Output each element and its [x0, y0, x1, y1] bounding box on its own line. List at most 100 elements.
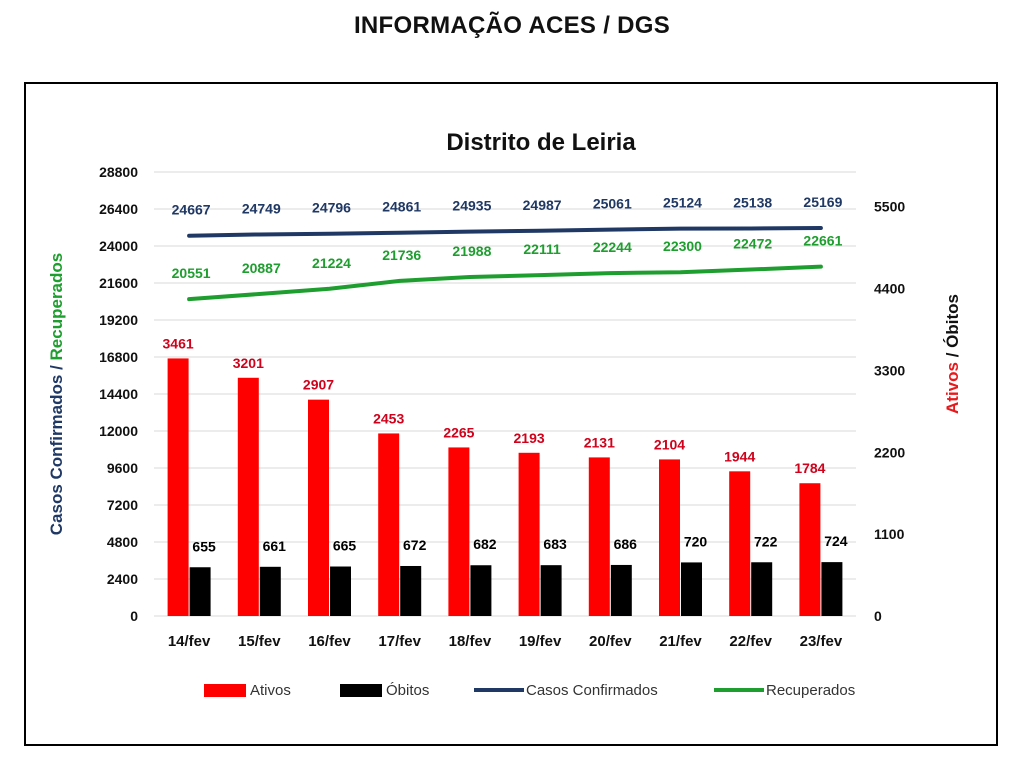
legend-label: Óbitos [386, 682, 429, 699]
left-tick-label: 12000 [99, 423, 138, 439]
page-title: INFORMAÇÃO ACES / DGS [353, 12, 671, 39]
label-recuperados: 21736 [382, 247, 421, 263]
label-ativos: 3201 [233, 355, 264, 371]
x-tick-label: 20/fev [589, 633, 632, 650]
left-axis-title-part: / [47, 360, 66, 374]
left-tick-label: 9600 [107, 460, 138, 476]
left-tick-label: 26400 [99, 201, 138, 217]
bar-ativos [729, 471, 751, 616]
bar-ativos [588, 457, 610, 616]
left-tick-label: 2400 [107, 571, 138, 587]
left-tick-label: 14400 [99, 386, 138, 402]
label-ativos: 2104 [654, 436, 685, 452]
line-recuperados [187, 264, 823, 302]
label-recuperados: 21988 [452, 243, 491, 259]
bar-obitos [400, 565, 422, 616]
bar-obitos [540, 565, 562, 616]
label-obitos: 665 [333, 538, 357, 554]
left-axis-title-part: Casos Confirmados [47, 375, 66, 536]
bar-obitos [259, 566, 281, 616]
left-tick-label: 4800 [107, 534, 138, 550]
label-confirmados: 24935 [452, 198, 491, 214]
bar-obitos [681, 562, 702, 616]
right-tick-label: 2200 [874, 444, 905, 460]
label-recuperados: 22111 [523, 241, 561, 257]
label-ativos: 3461 [163, 335, 194, 351]
label-recuperados: 22244 [593, 239, 632, 255]
left-tick-label: 0 [130, 608, 138, 624]
legend: Ativos Óbitos Casos Confirmados Recuperados [204, 682, 855, 699]
bar-obitos [751, 562, 773, 616]
chart-frame: Distrito de Leiria 3461 3201 2907 2453 2265 2… [24, 82, 998, 746]
label-ativos: 2453 [373, 410, 404, 426]
right-tick-label: 0 [874, 608, 882, 624]
right-tick-label: 1100 [874, 526, 905, 542]
x-tick-label: 15/fev [238, 633, 281, 650]
x-tick-label: 17/fev [378, 633, 421, 650]
label-confirmados: 24796 [312, 200, 351, 216]
label-obitos: 686 [614, 536, 638, 552]
lines [187, 225, 823, 302]
left-tick-label: 7200 [107, 497, 138, 513]
data-labels: 3461 3201 2907 2453 2265 2193 2131 2104 1944 1784… [163, 194, 848, 554]
legend-swatch [204, 684, 246, 697]
label-confirmados: 25169 [803, 194, 842, 210]
label-recuperados: 22472 [733, 236, 772, 252]
gridlines [154, 171, 856, 617]
left-tick-label: 28800 [99, 164, 138, 180]
label-obitos: 682 [473, 536, 497, 552]
label-ativos: 2265 [443, 424, 474, 440]
bar-ativos [518, 452, 540, 616]
right-tick-label: 3300 [874, 362, 905, 378]
label-obitos: 655 [192, 538, 216, 554]
label-recuperados: 21224 [312, 255, 351, 271]
bars [167, 358, 843, 616]
label-confirmados: 24749 [242, 200, 281, 216]
label-confirmados: 25138 [733, 194, 772, 210]
label-obitos: 722 [754, 533, 778, 549]
label-obitos: 661 [263, 538, 287, 554]
axes: 0 2400 4800 7200 9600 12000 14400 16800 19200 216… [47, 164, 962, 650]
label-obitos: 672 [403, 537, 427, 553]
x-tick-label: 16/fev [308, 633, 351, 650]
label-recuperados: 20887 [242, 260, 281, 276]
right-axis-title-part: Ativos [943, 362, 962, 414]
label-ativos: 2907 [303, 377, 334, 393]
left-tick-label: 19200 [99, 312, 138, 328]
chart-title: Distrito de Leiria [446, 129, 636, 156]
label-ativos: 2131 [584, 434, 615, 450]
label-obitos: 724 [824, 533, 848, 549]
label-recuperados: 22661 [803, 233, 842, 249]
left-axis-title-part: Recuperados [47, 253, 66, 361]
label-recuperados: 20551 [172, 265, 211, 281]
x-tick-label: 18/fev [449, 633, 492, 650]
bar-ativos [448, 447, 470, 616]
x-tick-label: 23/fev [800, 633, 843, 650]
legend-label: Recuperados [766, 682, 855, 699]
left-axis-title: Casos Confirmados / Recuperados [47, 253, 66, 535]
label-recuperados: 22300 [663, 238, 702, 254]
x-tick-label: 22/fev [729, 633, 772, 650]
chart: Distrito de Leiria 3461 3201 2907 2453 2265 2… [47, 129, 962, 699]
left-tick-label: 21600 [99, 275, 138, 291]
label-ativos: 1944 [724, 448, 755, 464]
x-tick-label: 19/fev [519, 633, 562, 650]
bar-ativos [659, 459, 680, 616]
label-confirmados: 24667 [172, 202, 211, 218]
left-tick-label: 16800 [99, 349, 138, 365]
label-obitos: 683 [543, 536, 567, 552]
x-tick-label: 21/fev [659, 633, 702, 650]
left-tick-label: 24000 [99, 238, 138, 254]
line-confirmados [187, 225, 823, 238]
bar-obitos [470, 565, 492, 616]
legend-label: Casos Confirmados [526, 682, 658, 699]
right-tick-label: 4400 [874, 281, 905, 297]
label-ativos: 2193 [514, 430, 545, 446]
bar-obitos [330, 566, 351, 616]
label-ativos: 1784 [794, 460, 825, 476]
bar-ativos [237, 377, 259, 616]
label-confirmados: 24987 [523, 197, 562, 213]
bar-obitos [821, 562, 843, 616]
label-confirmados: 25124 [663, 195, 702, 211]
bar-ativos [378, 433, 400, 616]
